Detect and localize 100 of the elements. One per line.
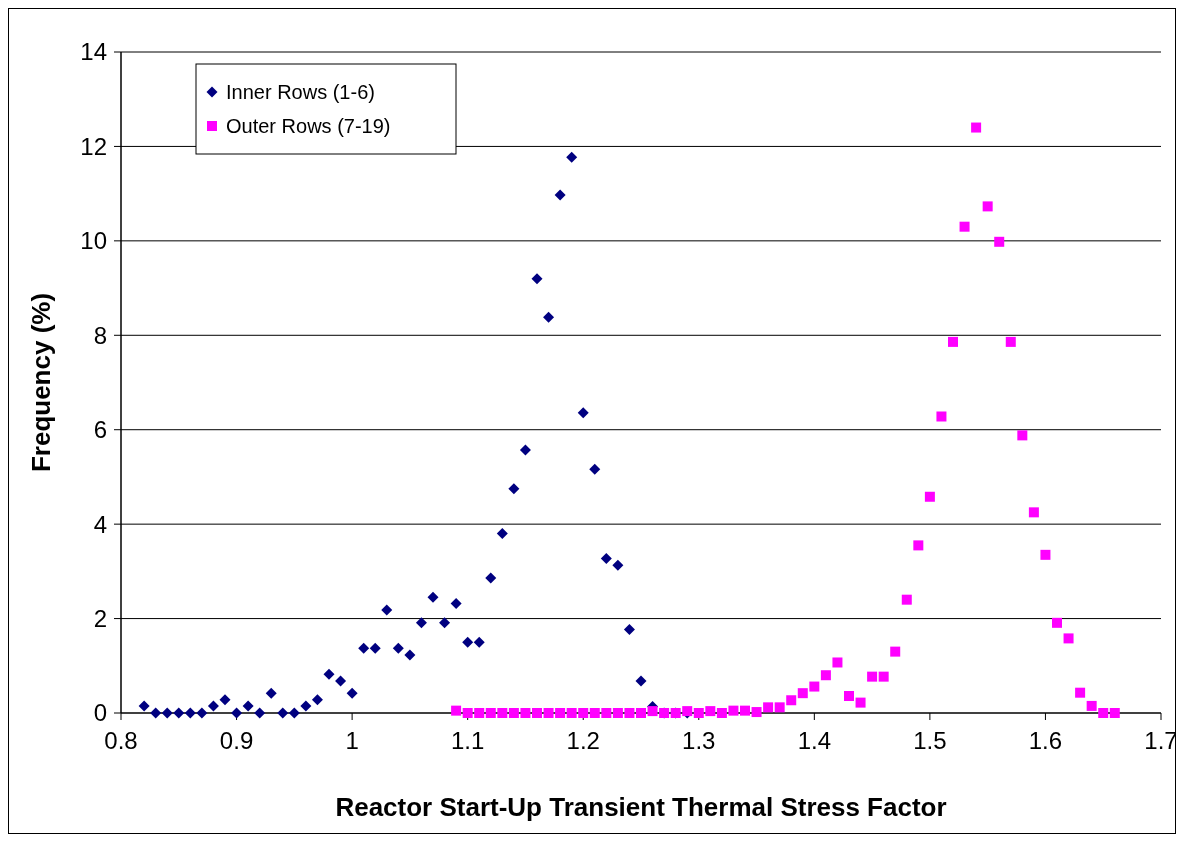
point [844, 691, 854, 701]
point [381, 604, 393, 616]
point [196, 707, 208, 719]
point [346, 687, 358, 699]
point [1075, 687, 1086, 698]
x-tick-label: 1.3 [682, 727, 716, 754]
point [1086, 700, 1097, 711]
point [728, 705, 739, 716]
point [520, 708, 531, 718]
point [288, 707, 300, 719]
legend-label: Outer Rows (7-19) [226, 115, 391, 137]
point [231, 707, 243, 719]
point [716, 708, 727, 718]
point [450, 597, 462, 609]
point [578, 708, 589, 718]
point [855, 697, 866, 708]
point [254, 707, 266, 719]
point [705, 706, 716, 717]
point [219, 694, 231, 706]
point [451, 705, 462, 716]
point [1063, 633, 1074, 644]
point [936, 411, 947, 422]
point [554, 189, 566, 201]
point [624, 708, 635, 718]
point [462, 708, 473, 718]
point [740, 705, 750, 716]
point [161, 707, 173, 719]
point [519, 444, 531, 456]
point [647, 706, 658, 717]
point [300, 700, 312, 712]
point [1005, 336, 1016, 347]
point [809, 681, 820, 692]
point [543, 311, 555, 323]
point [473, 636, 485, 648]
point [474, 708, 485, 718]
y-tick-label: 6 [93, 416, 107, 444]
x-tick-label: 1.5 [913, 727, 947, 754]
point [924, 491, 935, 502]
point [751, 707, 762, 718]
point [439, 617, 451, 629]
point [867, 671, 878, 682]
point [612, 708, 623, 718]
point [335, 675, 347, 687]
point [577, 407, 589, 419]
point [323, 668, 335, 680]
point [1109, 708, 1120, 718]
point [358, 642, 370, 654]
point [150, 707, 162, 719]
point [913, 540, 924, 551]
point [531, 273, 543, 285]
point [1028, 507, 1039, 518]
point [369, 642, 381, 654]
y-tick-label: 10 [80, 227, 107, 255]
point [589, 708, 600, 718]
point [1040, 549, 1051, 560]
point [982, 201, 993, 212]
point [277, 707, 289, 719]
point [890, 646, 901, 657]
point [1017, 430, 1028, 441]
point [508, 483, 520, 495]
point [566, 151, 578, 163]
point [392, 642, 404, 654]
point [543, 708, 554, 718]
point [532, 708, 542, 718]
y-tick-label: 0 [93, 699, 107, 727]
point [600, 553, 612, 565]
point [959, 221, 970, 232]
x-tick-label: 1 [345, 727, 359, 754]
point [797, 688, 808, 699]
point [635, 675, 647, 687]
y-tick-label: 4 [93, 510, 107, 538]
x-tick-label: 0.9 [219, 727, 254, 754]
point [601, 708, 612, 718]
point [589, 463, 601, 475]
point [184, 707, 196, 719]
point [311, 694, 323, 706]
point [404, 649, 416, 661]
point [485, 708, 496, 718]
y-axis-title: Frequency (%) [26, 292, 56, 473]
x-tick-label: 1.1 [450, 727, 485, 754]
x-tick-label: 1.2 [566, 727, 600, 754]
point [555, 708, 566, 718]
point [786, 695, 797, 706]
point [774, 702, 785, 713]
point [763, 702, 774, 713]
point [207, 700, 219, 712]
point [508, 708, 519, 718]
point [623, 623, 635, 635]
point [1052, 617, 1062, 628]
y-tick-label: 12 [80, 132, 107, 160]
point [820, 670, 831, 681]
point [878, 671, 889, 682]
point [242, 700, 254, 712]
point [901, 594, 912, 605]
point [566, 708, 577, 718]
point [693, 708, 704, 718]
y-tick-label: 14 [80, 38, 107, 66]
point [971, 122, 982, 133]
point [173, 707, 185, 719]
point [496, 528, 508, 540]
